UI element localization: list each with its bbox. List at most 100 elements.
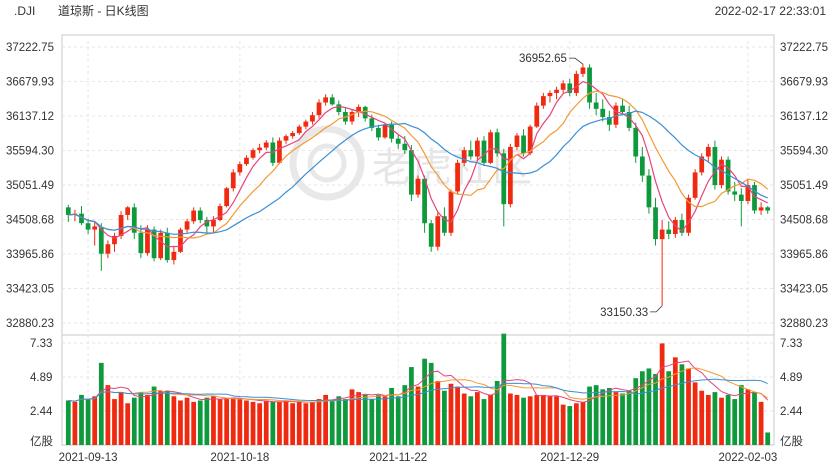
volume-bar — [224, 399, 230, 445]
volume-bar — [79, 394, 84, 445]
volume-bar — [659, 343, 665, 445]
candle-body — [217, 206, 223, 221]
volume-bar — [573, 403, 579, 445]
volume-bar — [507, 393, 513, 445]
candle-body — [197, 210, 203, 221]
candle-body — [290, 132, 296, 137]
symbol-label: .DJI — [14, 4, 35, 18]
volume-bar — [672, 357, 678, 445]
candle-body — [699, 156, 705, 173]
volume-bar — [712, 392, 718, 445]
volume-bar — [527, 396, 533, 445]
candle-body — [646, 175, 652, 208]
volume-bar — [554, 396, 559, 445]
candle-body — [184, 221, 190, 230]
volume-bar — [118, 392, 124, 445]
volume-bar — [158, 390, 164, 445]
right-price-axis: 37222.75 36679.93 36137.12 35594.30 35051.49… — [780, 42, 828, 330]
chart-title: 道琼斯 - 日K线图 — [58, 3, 149, 18]
date-tick-label: 2022-02-03 — [718, 452, 777, 464]
candle-body — [554, 89, 559, 93]
candle-body — [435, 216, 441, 247]
price-tick-label: 34508.68 — [6, 215, 54, 227]
candle-body — [310, 115, 315, 122]
candle-body — [527, 126, 533, 154]
price-tick-label: 33965.86 — [780, 249, 828, 261]
candle-body — [692, 172, 698, 198]
volume-bar — [409, 367, 414, 445]
candle-body — [376, 127, 381, 138]
candle-body — [686, 197, 691, 233]
date-tick-label: 2021-12-29 — [540, 452, 599, 464]
volume-bar — [600, 389, 606, 445]
volume-bar — [92, 396, 98, 445]
candle-body — [719, 159, 724, 186]
price-tick-label: 36679.93 — [780, 77, 828, 89]
volume-bar — [481, 399, 487, 445]
volume-bar — [65, 400, 71, 445]
candle-body — [547, 92, 553, 97]
candle-body — [369, 118, 375, 128]
volume-bar — [237, 399, 243, 445]
candle-body — [65, 207, 71, 215]
price-ma-lines — [68, 80, 769, 248]
price-tick-label: 33423.05 — [780, 284, 828, 296]
volume-bar — [514, 394, 520, 445]
candle-body — [151, 229, 157, 259]
volume-bar — [197, 400, 203, 445]
volume-bar — [646, 368, 652, 445]
volume-bar — [765, 432, 771, 445]
volume-bar — [448, 383, 454, 445]
volume-ma20-line — [68, 378, 768, 402]
low-annotation-label: 33150.33 — [600, 307, 648, 319]
candle-body — [659, 229, 665, 240]
volume-bar — [389, 387, 394, 445]
volume-bar — [606, 387, 612, 445]
candle-body — [250, 150, 256, 158]
volume-bar — [547, 396, 553, 445]
candle-body — [540, 96, 546, 106]
volume-bar — [580, 401, 586, 445]
candle-body — [705, 146, 711, 157]
price-tick-label: 36679.93 — [6, 77, 54, 89]
volume-bar — [428, 362, 434, 445]
volume-bar — [323, 394, 329, 445]
volume-bar — [567, 406, 573, 445]
price-tick-label: 36137.12 — [780, 111, 828, 123]
date-tick-label: 2021-11-22 — [369, 452, 427, 464]
left-volume-axis: 7.33 4.89 2.44 亿股 — [30, 338, 53, 448]
volume-tick-label: 2.44 — [780, 406, 803, 418]
volume-bar — [105, 385, 111, 445]
candle-body — [672, 220, 678, 235]
candle-body — [738, 194, 744, 201]
candle-body — [712, 146, 718, 186]
volume-bar — [362, 394, 368, 445]
candle-body — [112, 235, 117, 245]
volume-bar — [184, 397, 190, 445]
candle-body — [204, 220, 210, 227]
right-volume-axis: 7.33 4.89 2.44 亿股 — [780, 338, 803, 448]
volume-bar — [145, 394, 150, 445]
price-tick-label: 33423.05 — [6, 284, 54, 296]
candle-body — [105, 244, 111, 254]
volume-bar — [178, 400, 183, 445]
candle-body — [263, 142, 269, 148]
candle-body — [468, 150, 474, 157]
volume-bar — [277, 401, 282, 445]
volume-bar — [653, 374, 658, 445]
volume-bar — [534, 394, 540, 445]
volume-bar — [540, 394, 546, 445]
volume-bar — [475, 392, 480, 445]
candle-body — [455, 162, 460, 192]
candle-body — [244, 157, 249, 165]
volume-bars — [65, 333, 771, 445]
price-tick-label: 34508.68 — [780, 215, 828, 227]
volume-bar — [435, 380, 441, 445]
volume-bar — [587, 386, 592, 445]
date-tick-label: 2021-10-18 — [210, 452, 269, 464]
volume-bar — [455, 386, 460, 445]
candle-body — [237, 164, 243, 173]
candle-body — [323, 97, 329, 103]
candle-body — [600, 108, 606, 118]
